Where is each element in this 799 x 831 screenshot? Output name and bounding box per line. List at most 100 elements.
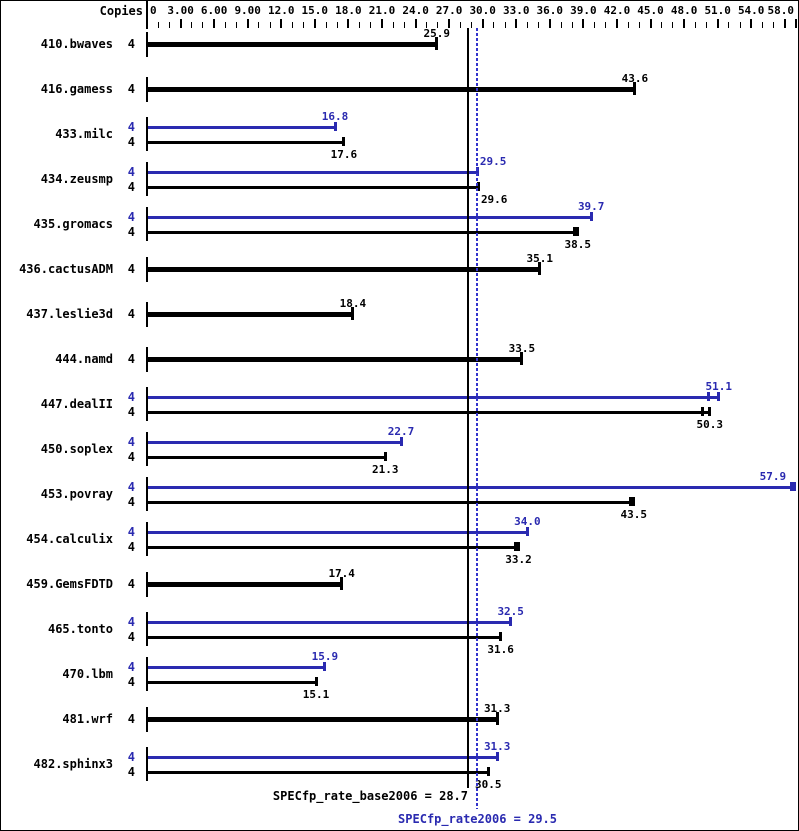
row-axis-segment [146, 257, 148, 282]
peak-value-label: 31.3 [483, 702, 511, 715]
bar-endcap [538, 262, 542, 275]
row-axis-segment [146, 387, 148, 421]
axis-tick [616, 19, 618, 28]
benchmark-label: 470.lbm [62, 667, 113, 681]
axis-tick [504, 22, 506, 28]
base-bar [148, 186, 479, 189]
benchmark-label: 416.gamess [40, 82, 113, 96]
benchmark-label: 437.leslie3d [26, 307, 113, 321]
benchmark-label: 481.wrf [62, 712, 113, 726]
axis-tick [303, 22, 305, 28]
axis-tick-label: 42.0 [603, 4, 631, 17]
benchmark-label: 465.tonto [47, 622, 113, 636]
axis-tick [426, 22, 428, 28]
axis-tick-label: 3.00 [167, 4, 194, 17]
base-value-label: 38.5 [564, 238, 592, 251]
base-bar [148, 357, 522, 362]
benchmark-label: 459.GemsFDTD [26, 577, 113, 591]
axis-tick [448, 19, 451, 28]
bar-endcap [700, 407, 704, 416]
copies-value: 4 [127, 405, 135, 419]
copies-value: 4 [127, 750, 135, 764]
peak-value-label: 18.4 [339, 297, 367, 310]
base-value-label: 33.2 [505, 553, 532, 566]
axis-tick [381, 19, 383, 28]
axis-tick [526, 22, 528, 28]
axis-tick [661, 22, 663, 28]
peak-value-label: 32.5 [497, 605, 524, 618]
axis-tick [627, 22, 629, 28]
benchmark-label: 447.dealII [40, 397, 113, 411]
axis-tick [649, 19, 652, 28]
base-bar [148, 231, 578, 234]
axis-tick [157, 22, 159, 28]
axis-tick [481, 19, 484, 28]
axis-tick [359, 22, 361, 28]
base-value-label: 21.3 [372, 463, 399, 476]
bar-endcap [486, 767, 490, 776]
axis-origin-line [146, 1, 148, 29]
copies-value: 4 [127, 630, 135, 644]
base-mean-label: SPECfp_rate_base2006 = 28.7 [272, 789, 468, 803]
axis-tick-label: 0 [150, 4, 157, 17]
axis-tick [706, 22, 707, 28]
axis-tick-label: 9.00 [234, 4, 261, 17]
bar-endcap [513, 542, 517, 551]
peak-value-label: 51.1 [705, 380, 733, 393]
axis-tick [694, 22, 696, 28]
bar-endcap [435, 37, 439, 50]
row-axis-segment [146, 347, 148, 372]
peak-value-label: 22.7 [387, 425, 415, 438]
copies-value: 4 [127, 262, 135, 276]
peak-bar [148, 126, 335, 129]
axis-tick [347, 19, 350, 28]
row-axis-segment [146, 657, 148, 691]
row-axis-segment [146, 747, 148, 781]
benchmark-label: 434.zeusmp [40, 172, 113, 186]
axis-tick-label: 33.0 [503, 4, 530, 17]
copies-value: 4 [127, 480, 135, 494]
axis-tick [783, 19, 786, 28]
copies-value: 4 [127, 180, 135, 194]
base-bar [148, 582, 342, 587]
row-axis-segment [146, 432, 148, 466]
base-value-label: 30.5 [475, 778, 502, 791]
axis-tick [202, 22, 204, 28]
axis-tick [258, 22, 260, 28]
axis-tick-label: 18.0 [335, 4, 362, 17]
axis-tick-label: 45.0 [637, 4, 664, 17]
bar-endcap [340, 577, 344, 590]
benchmark-label: 435.gromacs [33, 217, 113, 231]
peak-bar [148, 621, 511, 624]
copies-value: 4 [127, 540, 135, 554]
base-value-label: 17.6 [330, 148, 358, 161]
peak-bar [148, 531, 528, 534]
base-bar [148, 312, 353, 317]
bar-endcap [495, 712, 499, 725]
copies-value: 4 [127, 82, 135, 96]
axis-tick [515, 19, 518, 28]
base-bar [148, 501, 634, 504]
benchmark-label: 453.povray [40, 487, 113, 501]
peak-bar [148, 216, 592, 219]
copies-value: 4 [127, 435, 135, 449]
axis-tick [437, 22, 439, 28]
bar-endcap [499, 632, 503, 641]
peak-value-label: 57.9 [759, 470, 787, 483]
axis-tick-label: 51.0 [704, 4, 731, 17]
axis-tick [336, 22, 338, 28]
bar-endcap [572, 227, 576, 236]
base-value-label: 29.6 [480, 193, 508, 206]
peak-value-label: 31.3 [483, 740, 511, 753]
axis-tick [224, 22, 226, 28]
axis-tick [179, 19, 182, 28]
peak-value-label: 43.6 [621, 72, 649, 85]
bar-endcap [476, 182, 480, 191]
bar-endcap [342, 137, 346, 146]
bar-endcap [633, 82, 637, 95]
row-axis-segment [146, 707, 148, 732]
axis-tick [325, 22, 327, 28]
benchmark-label: 450.soplex [40, 442, 113, 456]
base-value-label: 15.1 [302, 688, 330, 701]
axis-tick [246, 19, 249, 28]
